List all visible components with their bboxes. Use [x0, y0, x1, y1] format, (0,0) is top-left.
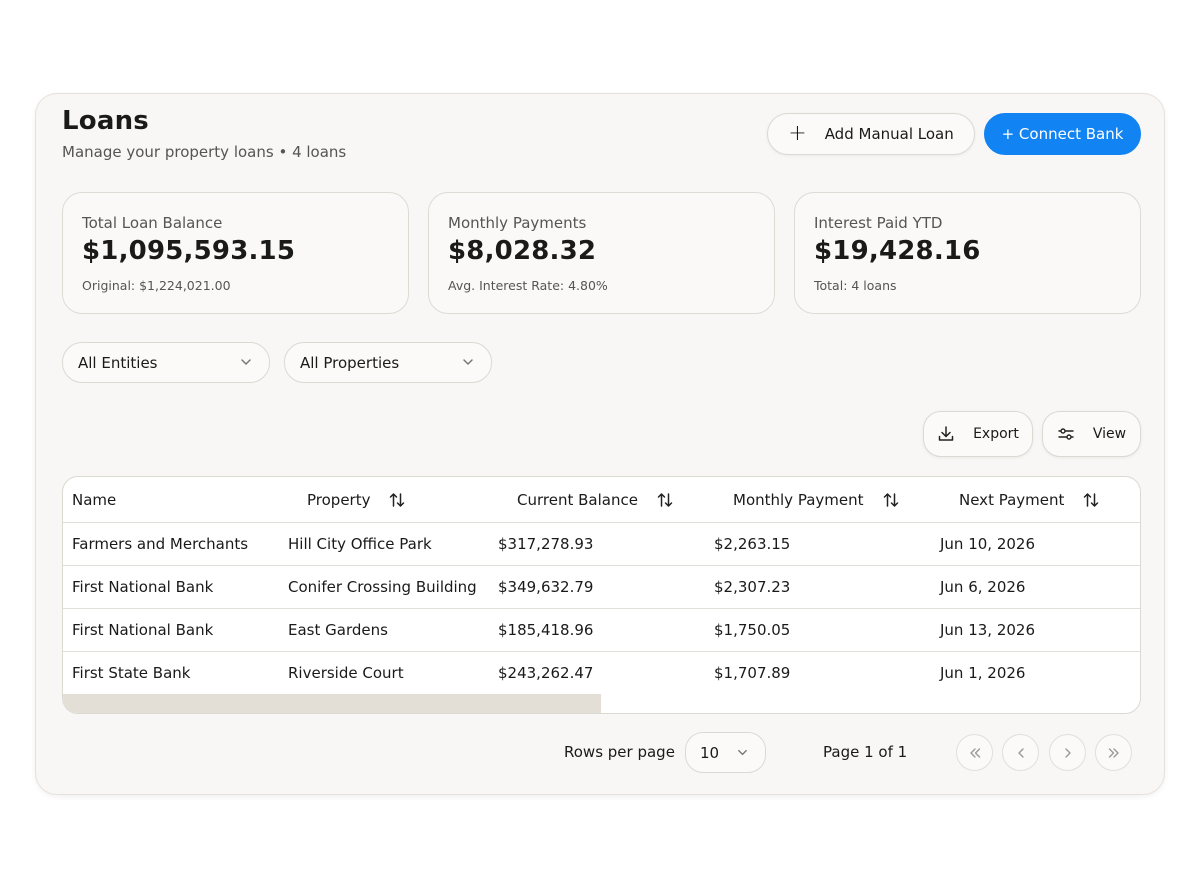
cell-name: First State Bank [72, 664, 191, 682]
stat-card-total-balance: Total Loan Balance $1,095,593.15 Origina… [62, 192, 409, 314]
rows-per-page-value: 10 [700, 743, 720, 762]
column-label: Name [72, 491, 117, 509]
cell-next-payment: Jun 1, 2026 [940, 664, 1026, 682]
stat-card-monthly-payments: Monthly Payments $8,028.32 Avg. Interest… [428, 192, 775, 314]
cell-monthly-payment: $1,750.05 [714, 621, 791, 639]
plus-icon: + [788, 121, 807, 146]
cell-current-balance: $243,262.47 [498, 664, 594, 682]
cell-current-balance: $349,632.79 [498, 578, 594, 596]
stat-label: Interest Paid YTD [814, 214, 943, 232]
stat-sub: Total: 4 loans [814, 278, 897, 293]
stat-value: $8,028.32 [448, 236, 597, 266]
table-row[interactable]: First State Bank Riverside Court $243,26… [63, 652, 1140, 695]
cell-current-balance: $317,278.93 [498, 535, 594, 553]
cell-name: First National Bank [72, 621, 214, 639]
sort-icon [883, 493, 898, 507]
column-header-name[interactable]: Name [72, 491, 116, 509]
stat-value: $19,428.16 [814, 236, 981, 266]
sort-icon [657, 493, 673, 507]
cell-next-payment: Jun 13, 2026 [940, 621, 1036, 639]
cell-property: East Gardens [288, 621, 388, 639]
column-label: Property [307, 491, 371, 509]
chevrons-left-icon [969, 747, 980, 758]
loans-card: Loans Manage your property loans • 4 loa… [35, 93, 1165, 795]
entities-filter-value: All Entities [78, 353, 158, 372]
chevron-down-icon [241, 359, 251, 365]
cell-next-payment: Jun 6, 2026 [940, 578, 1026, 596]
stat-sub: Original: $1,224,021.00 [82, 278, 231, 293]
cell-monthly-payment: $2,307.23 [714, 578, 791, 596]
cell-property: Riverside Court [288, 664, 404, 682]
page-info: Page 1 of 1 [823, 743, 908, 761]
loans-table: Name Property Current Balance Monthly Pa… [62, 476, 1141, 714]
stat-card-interest-paid: Interest Paid YTD $19,428.16 Total: 4 lo… [794, 192, 1141, 314]
sort-icon [390, 493, 405, 507]
table-header: Name Property Current Balance Monthly Pa… [63, 477, 1140, 523]
table-row[interactable]: Farmers and Merchants Hill City Office P… [63, 523, 1140, 566]
cell-monthly-payment: $1,707.89 [714, 664, 791, 682]
column-label: Current Balance [517, 491, 638, 509]
table-row[interactable]: First National Bank East Gardens $185,41… [63, 609, 1140, 652]
rows-per-page-label: Rows per page [564, 743, 675, 761]
properties-filter-value: All Properties [300, 353, 400, 372]
column-header-property[interactable]: Property [307, 491, 406, 509]
chevron-down-icon [463, 359, 473, 365]
stat-label: Monthly Payments [448, 214, 587, 232]
chevron-left-icon [1017, 747, 1024, 758]
column-header-monthly-payment[interactable]: Monthly Payment [733, 491, 900, 509]
add-manual-loan-button[interactable]: + Add Manual Loan [767, 113, 975, 155]
cell-next-payment: Jun 10, 2026 [940, 535, 1036, 553]
view-button[interactable]: View [1042, 411, 1141, 457]
table-row[interactable]: First National Bank Conifer Crossing Bui… [63, 566, 1140, 609]
cell-name: Farmers and Merchants [72, 535, 249, 553]
cell-name: First National Bank [72, 578, 214, 596]
first-page-button[interactable] [956, 734, 993, 771]
chevron-right-icon [1064, 747, 1071, 758]
stat-value: $1,095,593.15 [82, 236, 296, 266]
cell-monthly-payment: $2,263.15 [714, 535, 791, 553]
connect-bank-label: + Connect Bank [1001, 125, 1124, 143]
cell-property: Hill City Office Park [288, 535, 432, 553]
page-subtitle: Manage your property loans • 4 loans [62, 143, 347, 161]
page-title: Loans [62, 106, 149, 136]
chevron-down-icon [738, 749, 747, 756]
properties-filter[interactable]: All Properties [284, 342, 492, 383]
cell-current-balance: $185,418.96 [498, 621, 594, 639]
column-label: Next Payment [959, 491, 1065, 509]
stat-label: Total Loan Balance [82, 214, 223, 232]
download-icon [938, 426, 954, 441]
chevrons-right-icon [1108, 747, 1119, 758]
add-manual-loan-label: Add Manual Loan [824, 125, 954, 143]
rows-per-page-select[interactable]: 10 [685, 732, 766, 773]
entities-filter[interactable]: All Entities [62, 342, 270, 383]
next-page-button[interactable] [1049, 734, 1086, 771]
stat-sub: Avg. Interest Rate: 4.80% [448, 278, 608, 293]
last-page-button[interactable] [1095, 734, 1132, 771]
export-button[interactable]: Export [923, 411, 1033, 457]
export-label: Export [973, 426, 1019, 442]
column-label: Monthly Payment [733, 491, 864, 509]
column-header-next-payment[interactable]: Next Payment [959, 491, 1100, 509]
cell-property: Conifer Crossing Building [288, 578, 477, 596]
column-header-current-balance[interactable]: Current Balance [517, 491, 674, 509]
sort-icon [1084, 493, 1099, 507]
previous-page-button[interactable] [1002, 734, 1039, 771]
view-label: View [1092, 426, 1127, 442]
sliders-icon [1058, 428, 1074, 440]
connect-bank-button[interactable]: + Connect Bank [984, 113, 1141, 155]
horizontal-scrollbar[interactable] [63, 694, 601, 713]
